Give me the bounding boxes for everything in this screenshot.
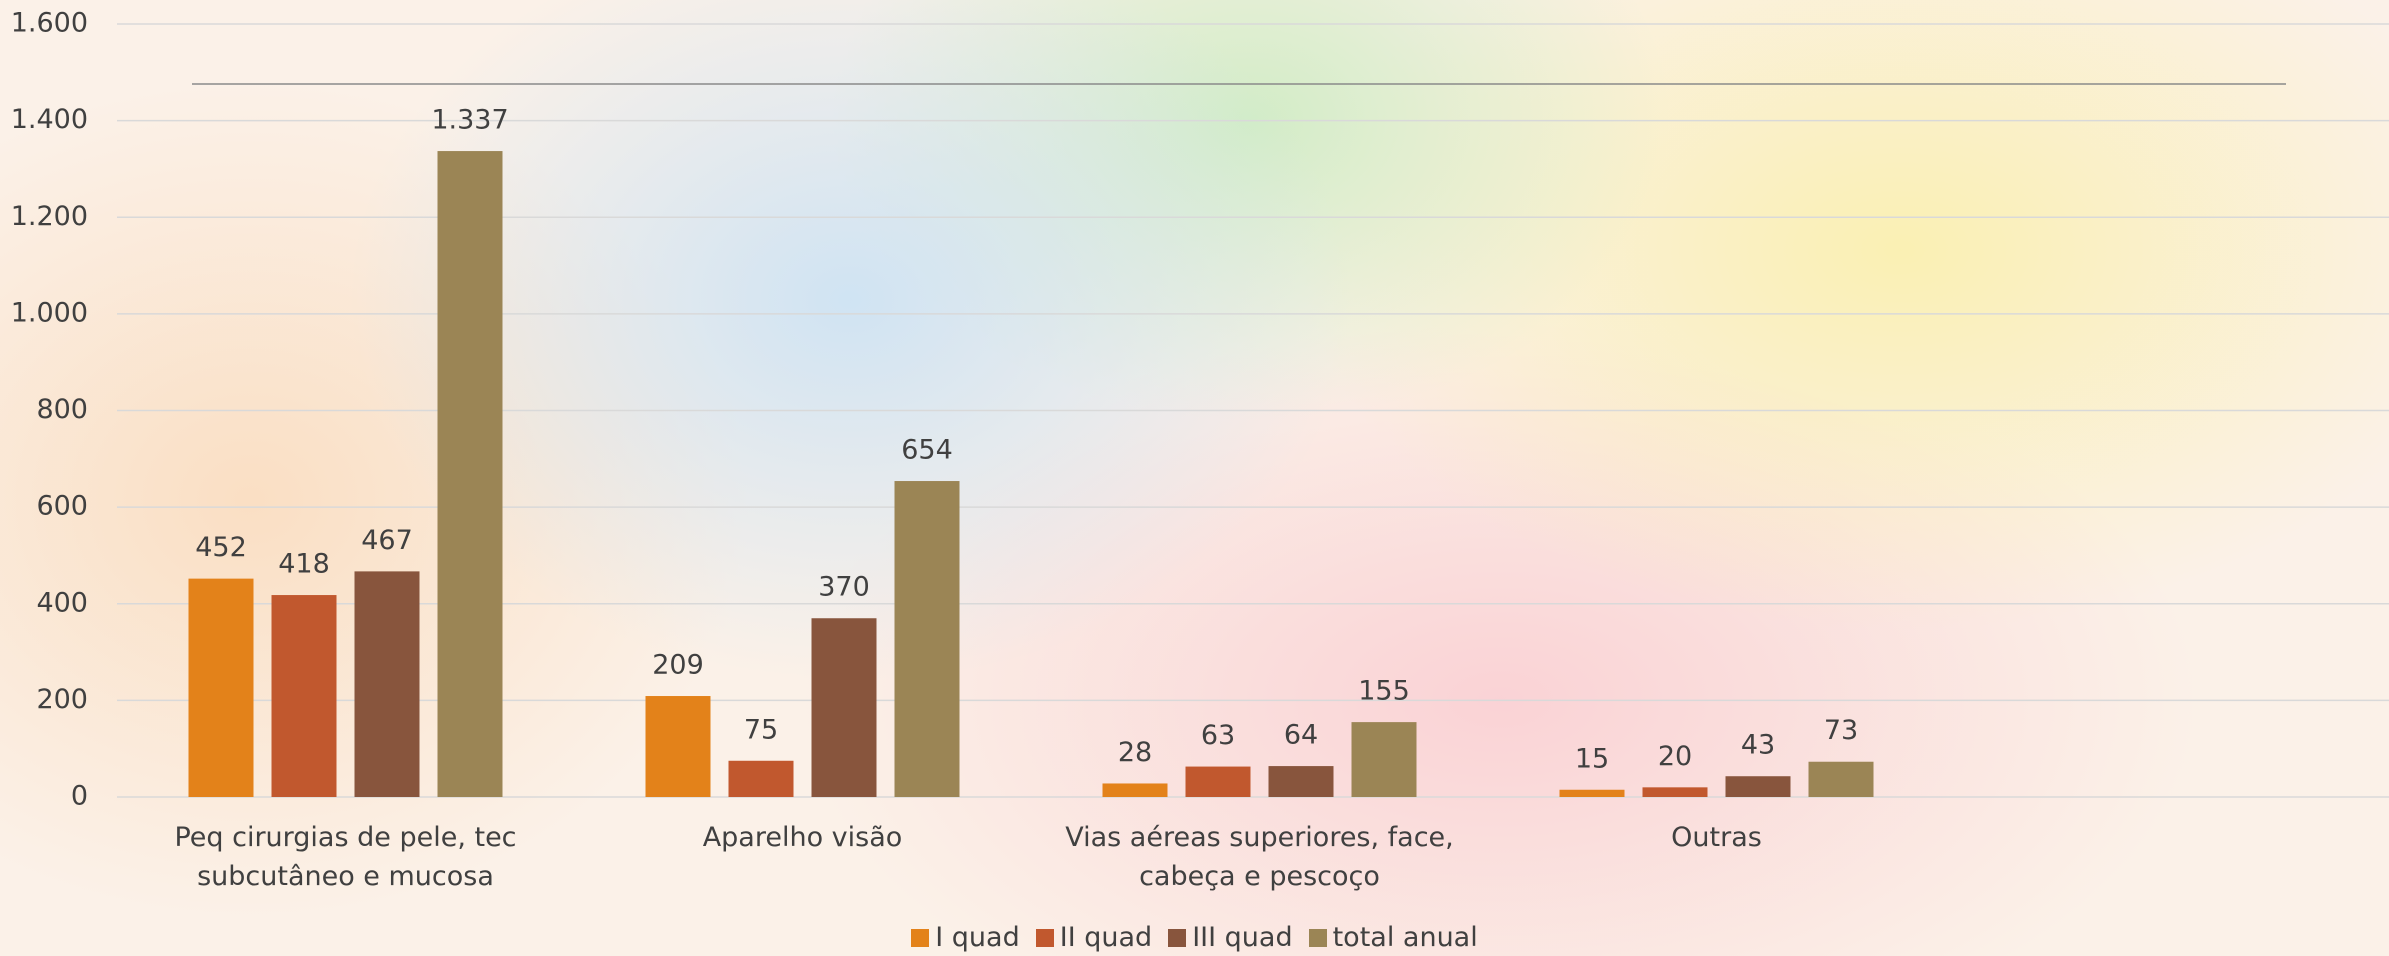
legend-label: II quad <box>1059 922 1153 953</box>
x-tick-label: Peq cirurgias de pele, tec subcutâneo e … <box>174 822 517 892</box>
data-label: 155 <box>1358 676 1410 707</box>
legend-item: I quad <box>911 922 1020 953</box>
legend-swatch <box>911 929 930 947</box>
y-tick-label: 1.400 <box>11 104 88 135</box>
bar <box>1642 787 1708 797</box>
y-tick-label: 400 <box>36 587 88 618</box>
x-tick-label: Outras <box>1671 822 1762 853</box>
data-label: 20 <box>1658 741 1692 772</box>
data-label: 73 <box>1824 715 1858 746</box>
bar <box>1185 766 1251 797</box>
bar <box>1808 761 1874 797</box>
legend-item: III quad <box>1168 922 1293 953</box>
data-label: 63 <box>1201 720 1235 751</box>
data-label: 1.337 <box>431 105 508 136</box>
data-label: 15 <box>1575 743 1609 774</box>
legend: I quad II quad III quad total anual <box>0 922 2389 953</box>
data-label: 43 <box>1741 730 1775 761</box>
legend-swatch <box>1035 929 1054 947</box>
data-label: 654 <box>901 435 953 466</box>
legend-item: II quad <box>1035 922 1153 953</box>
legend-label: I quad <box>935 922 1020 953</box>
data-label: 209 <box>652 650 704 681</box>
legend-label: III quad <box>1192 922 1293 953</box>
data-label: 28 <box>1118 737 1152 768</box>
x-tick-label: Vias aéreas superiores, face, cabeça e p… <box>1065 822 1454 892</box>
bar <box>354 571 420 797</box>
bar <box>894 481 960 797</box>
data-label: 452 <box>195 532 247 563</box>
y-tick-label: 200 <box>36 684 88 715</box>
legend-swatch <box>1308 929 1327 947</box>
data-label: 75 <box>744 714 778 745</box>
bar <box>1102 783 1168 797</box>
legend-item: total anual <box>1308 922 1478 953</box>
y-tick-label: 1.000 <box>11 297 88 328</box>
data-label: 64 <box>1284 720 1318 751</box>
bar <box>811 618 877 797</box>
legend-label: total anual <box>1332 922 1478 953</box>
legend-swatch <box>1168 929 1187 947</box>
data-label: 418 <box>278 549 330 580</box>
bar <box>188 578 254 797</box>
bar <box>1268 766 1334 797</box>
y-tick-label: 800 <box>36 394 88 425</box>
data-label: 467 <box>361 525 413 556</box>
bar <box>645 696 711 797</box>
x-tick-label: Aparelho visão <box>702 822 903 853</box>
data-label: 370 <box>818 572 870 603</box>
y-tick-label: 1.200 <box>11 201 88 232</box>
bar <box>1559 789 1625 797</box>
y-tick-label: 0 <box>71 781 88 812</box>
y-tick-label: 1.600 <box>11 8 88 39</box>
bar <box>437 151 503 797</box>
bar <box>271 595 337 797</box>
bar <box>728 760 794 797</box>
y-tick-label: 600 <box>36 491 88 522</box>
bar <box>1351 722 1417 797</box>
bar <box>1725 776 1791 797</box>
